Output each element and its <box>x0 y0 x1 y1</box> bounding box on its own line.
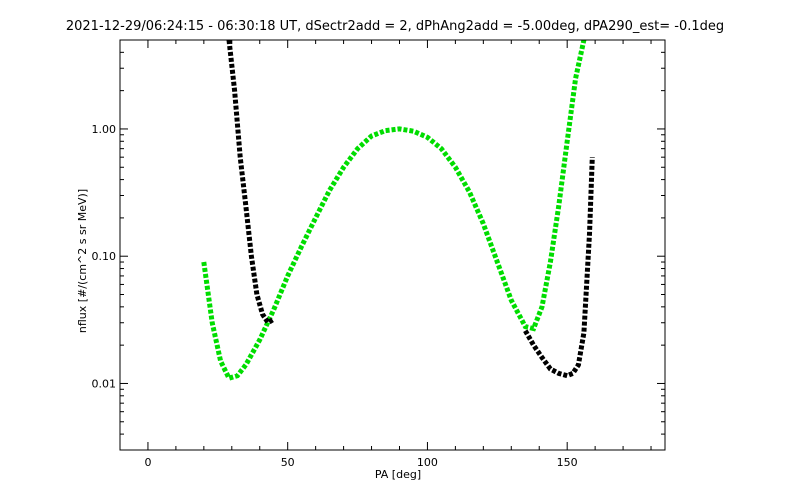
y-tick-label: 0.01 <box>92 377 117 390</box>
series-line-3 <box>523 157 595 379</box>
x-tick-label: 100 <box>417 456 438 469</box>
y-axis-label: nflux [#/(cm^2 s sr MeV)] <box>76 189 89 333</box>
plot-frame <box>119 39 666 451</box>
x-tick-label: 50 <box>281 456 295 469</box>
y-tick-label: 0.10 <box>92 250 117 263</box>
y-tick-label: 1.00 <box>92 123 117 136</box>
series-line-2 <box>226 39 276 327</box>
series-line-1 <box>201 39 587 382</box>
x-tick-label: 0 <box>144 456 151 469</box>
chart-title: 2021-12-29/06:24:15 - 06:30:18 UT, dSect… <box>66 19 724 34</box>
x-tick-label: 150 <box>557 456 578 469</box>
x-axis-label: PA [deg] <box>375 468 421 481</box>
